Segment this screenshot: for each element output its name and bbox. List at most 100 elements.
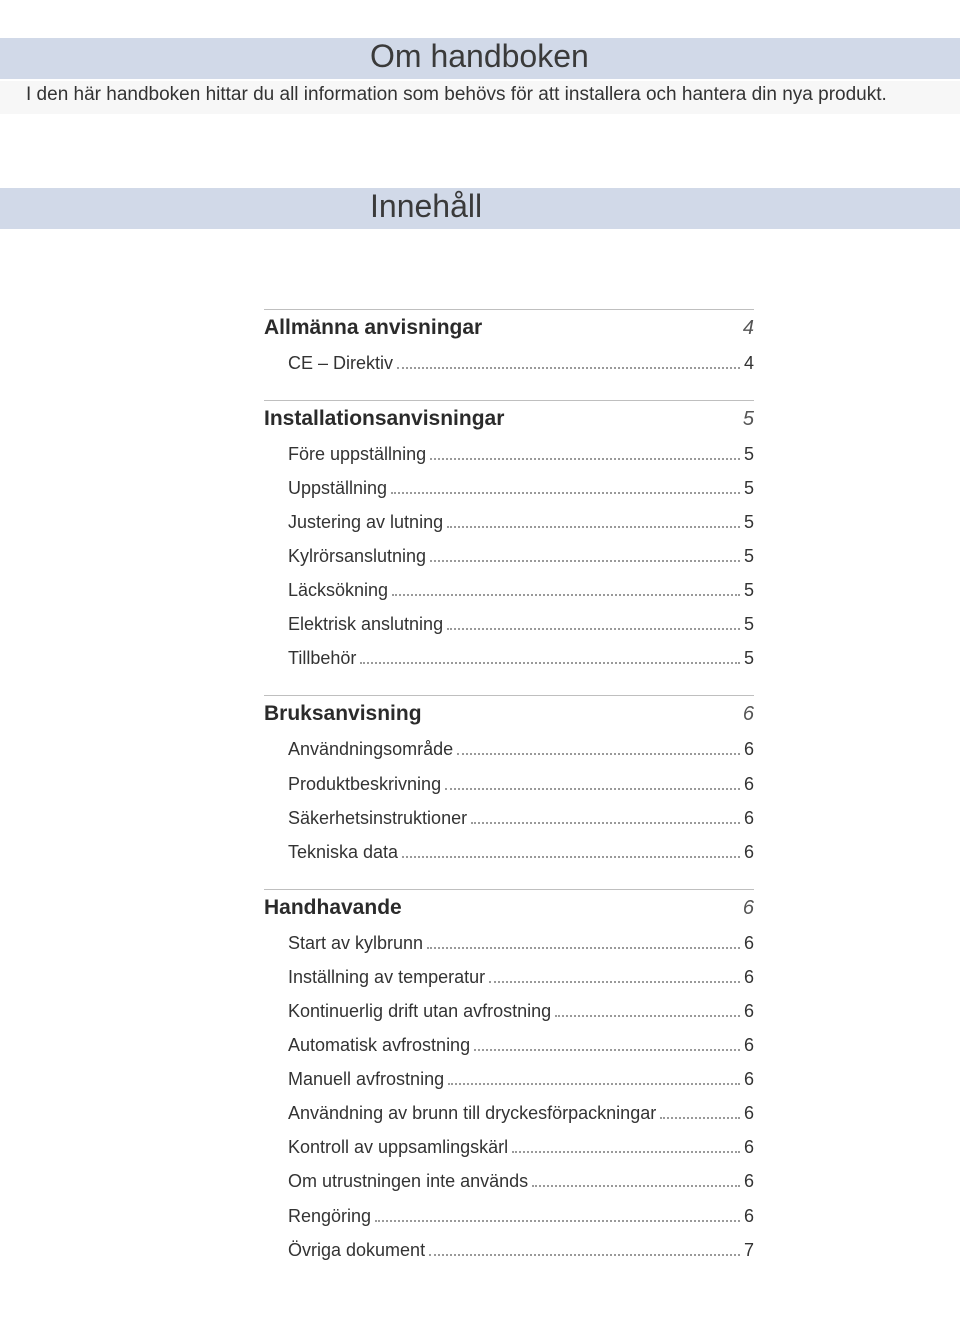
toc-label: Uppställning bbox=[288, 475, 387, 501]
toc-section-name: Bruksanvisning bbox=[264, 702, 422, 726]
toc-section-page: 6 bbox=[743, 703, 754, 726]
toc-label: Säkerhetsinstruktioner bbox=[288, 805, 467, 831]
toc-page: 6 bbox=[744, 1032, 754, 1058]
toc-row: Kontinuerlig drift utan avfrostning 6 bbox=[264, 994, 754, 1028]
toc-page: 6 bbox=[744, 1066, 754, 1092]
toc-label: Läcksökning bbox=[288, 577, 388, 603]
toc-section-page: 6 bbox=[743, 897, 754, 920]
toc-row: Manuell avfrostning 6 bbox=[264, 1062, 754, 1096]
toc-row: Elektrisk anslutning 5 bbox=[264, 607, 754, 641]
toc-page: 6 bbox=[744, 1134, 754, 1160]
toc-dots bbox=[489, 981, 740, 983]
toc-page: 6 bbox=[744, 736, 754, 762]
toc-page: 6 bbox=[744, 1203, 754, 1229]
toc-dots bbox=[375, 1220, 740, 1222]
toc-row: Säkerhetsinstruktioner 6 bbox=[264, 801, 754, 835]
table-of-contents: Allmänna anvisningar 4 CE – Direktiv 4 I… bbox=[264, 309, 754, 1267]
toc-dots bbox=[391, 492, 740, 494]
toc-label: Tekniska data bbox=[288, 839, 398, 865]
toc-label: Start av kylbrunn bbox=[288, 930, 423, 956]
toc-label: Produktbeskrivning bbox=[288, 771, 441, 797]
toc-row: Läcksökning 5 bbox=[264, 573, 754, 607]
toc-dots bbox=[471, 822, 740, 824]
toc-section-page: 5 bbox=[743, 408, 754, 431]
toc-section-name: Allmänna anvisningar bbox=[264, 316, 482, 340]
toc-page: 5 bbox=[744, 441, 754, 467]
toc-dots bbox=[660, 1117, 740, 1119]
toc-section: Handhavande 6 Start av kylbrunn 6 Inställ… bbox=[264, 889, 754, 1267]
toc-page: 6 bbox=[744, 1168, 754, 1194]
toc-dots bbox=[427, 947, 740, 949]
toc-page: 5 bbox=[744, 543, 754, 569]
toc-section-name: Handhavande bbox=[264, 896, 402, 920]
toc-page: 6 bbox=[744, 805, 754, 831]
toc-label: Övriga dokument bbox=[288, 1237, 425, 1263]
document-page: Om handboken I den här handboken hittar … bbox=[0, 0, 960, 1317]
toc-row: Övriga dokument 7 bbox=[264, 1233, 754, 1267]
toc-label: Elektrisk anslutning bbox=[288, 611, 443, 637]
toc-row: Användningsområde 6 bbox=[264, 732, 754, 766]
toc-page: 6 bbox=[744, 998, 754, 1024]
toc-label: Om utrustningen inte används bbox=[288, 1168, 528, 1194]
toc-section: Bruksanvisning 6 Användningsområde 6 Prod… bbox=[264, 695, 754, 868]
toc-row: Tekniska data 6 bbox=[264, 835, 754, 869]
toc-label: Före uppställning bbox=[288, 441, 426, 467]
toc-row: Kylrörsanslutning5 bbox=[264, 539, 754, 573]
toc-page: 6 bbox=[744, 930, 754, 956]
toc-row: Justering av lutning 5 bbox=[264, 505, 754, 539]
toc-dots bbox=[448, 1083, 740, 1085]
toc-row: CE – Direktiv 4 bbox=[264, 346, 754, 380]
toc-dots bbox=[445, 788, 740, 790]
toc-dots bbox=[430, 560, 740, 562]
toc-label: Kontinuerlig drift utan avfrostning bbox=[288, 998, 551, 1024]
toc-section: Allmänna anvisningar 4 CE – Direktiv 4 bbox=[264, 309, 754, 380]
toc-page: 5 bbox=[744, 577, 754, 603]
toc-row: Tillbehör 5 bbox=[264, 641, 754, 675]
toc-section-page: 4 bbox=[743, 317, 754, 340]
toc-label: Automatisk avfrostning bbox=[288, 1032, 470, 1058]
toc-label: Användning av brunn till dryckesförpackn… bbox=[288, 1100, 656, 1126]
toc-label: Inställning av temperatur bbox=[288, 964, 485, 990]
toc-label: Användningsområde bbox=[288, 736, 453, 762]
toc-dots bbox=[447, 526, 740, 528]
toc-label: Rengöring bbox=[288, 1203, 371, 1229]
toc-dots bbox=[555, 1015, 740, 1017]
toc-dots bbox=[457, 753, 740, 755]
toc-row: Start av kylbrunn 6 bbox=[264, 926, 754, 960]
toc-row: Inställning av temperatur 6 bbox=[264, 960, 754, 994]
toc-page: 6 bbox=[744, 839, 754, 865]
intro-text: I den här handboken hittar du all inform… bbox=[0, 81, 960, 114]
toc-section-head: Handhavande 6 bbox=[264, 889, 754, 920]
toc-label: Justering av lutning bbox=[288, 509, 443, 535]
toc-label: Tillbehör bbox=[288, 645, 356, 671]
toc-dots bbox=[402, 856, 740, 858]
contents-band: Innehåll bbox=[0, 188, 960, 229]
toc-dots bbox=[512, 1151, 740, 1153]
contents-title: Innehåll bbox=[60, 188, 960, 225]
toc-dots bbox=[429, 1254, 740, 1256]
toc-page: 6 bbox=[744, 1100, 754, 1126]
toc-page: 5 bbox=[744, 611, 754, 637]
toc-row: Användning av brunn till dryckesförpackn… bbox=[264, 1096, 754, 1130]
toc-page: 6 bbox=[744, 964, 754, 990]
toc-page: 5 bbox=[744, 509, 754, 535]
toc-section-head: Installationsanvisningar 5 bbox=[264, 400, 754, 431]
toc-section-head: Bruksanvisning 6 bbox=[264, 695, 754, 726]
toc-dots bbox=[397, 367, 740, 369]
toc-row: Automatisk avfrostning 6 bbox=[264, 1028, 754, 1062]
toc-dots bbox=[430, 458, 740, 460]
toc-label: Manuell avfrostning bbox=[288, 1066, 444, 1092]
page-title: Om handboken bbox=[60, 38, 960, 75]
header-band: Om handboken bbox=[0, 38, 960, 79]
toc-label: CE – Direktiv bbox=[288, 350, 393, 376]
toc-section-name: Installationsanvisningar bbox=[264, 407, 504, 431]
toc-dots bbox=[474, 1049, 740, 1051]
toc-page: 5 bbox=[744, 645, 754, 671]
toc-page: 6 bbox=[744, 771, 754, 797]
toc-dots bbox=[447, 628, 740, 630]
toc-section-head: Allmänna anvisningar 4 bbox=[264, 309, 754, 340]
toc-page: 7 bbox=[744, 1237, 754, 1263]
toc-page: 5 bbox=[744, 475, 754, 501]
toc-row: Produktbeskrivning 6 bbox=[264, 767, 754, 801]
toc-label: Kontroll av uppsamlingskärl bbox=[288, 1134, 508, 1160]
